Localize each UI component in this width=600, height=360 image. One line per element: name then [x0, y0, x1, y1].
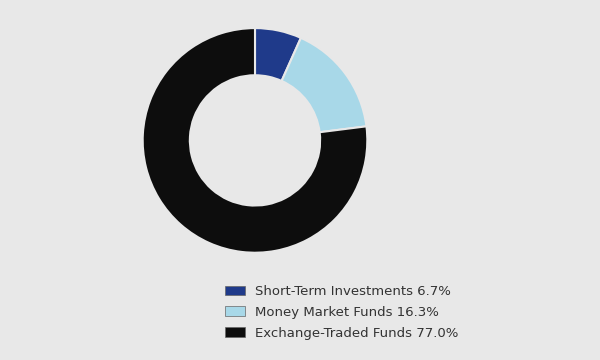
- Wedge shape: [143, 28, 367, 253]
- Wedge shape: [281, 38, 367, 132]
- Legend: Short-Term Investments 6.7%, Money Market Funds 16.3%, Exchange-Traded Funds 77.: Short-Term Investments 6.7%, Money Marke…: [218, 278, 466, 346]
- Wedge shape: [255, 28, 301, 81]
